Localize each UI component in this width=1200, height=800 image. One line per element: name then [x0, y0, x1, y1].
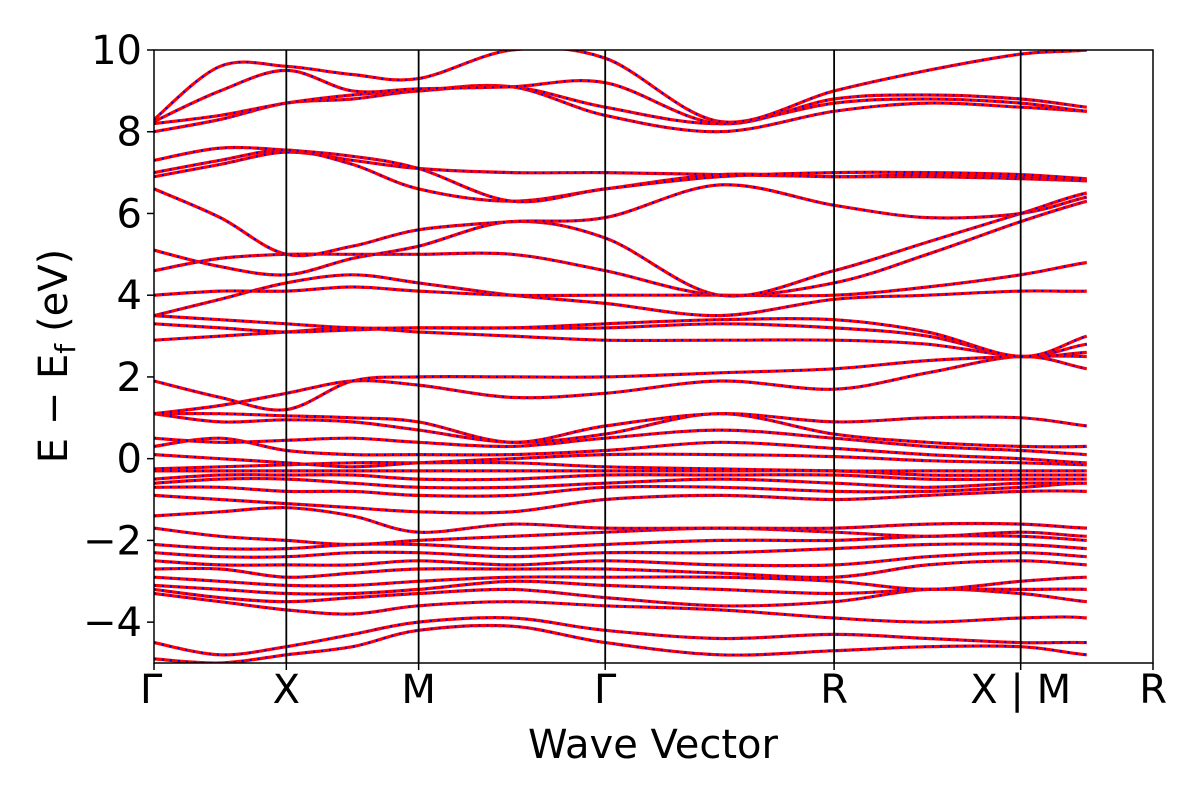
x-tick-label-6: R — [1139, 667, 1167, 713]
plot-frame — [153, 49, 1154, 664]
x-axis-label: Wave Vector — [528, 722, 779, 768]
x-tick-label-0: Γ — [140, 667, 163, 713]
x-tick-label-5: X | M — [970, 667, 1071, 713]
y-axis-label: E − Ef (eV) — [31, 249, 82, 464]
band-line-dotted-38 — [154, 69, 1087, 125]
band-line-dotted-31 — [154, 191, 1088, 298]
y-tick-label-6: 8 — [117, 110, 142, 156]
y-tick-label-1: −2 — [83, 518, 142, 564]
band-line-dotted-36 — [154, 84, 1087, 133]
y-tick-label-2: 0 — [117, 437, 142, 483]
y-tick-label-3: 2 — [117, 355, 142, 401]
y-axis-label-sub: f — [49, 343, 82, 354]
band-line-dotted-0 — [154, 624, 1087, 663]
x-axis: Γ X M Γ R X | M R — [140, 663, 1167, 713]
band-line-dotted-23 — [154, 355, 1088, 415]
band-line-dotted-21 — [154, 412, 1087, 449]
y-axis-label-unit: (eV) — [31, 249, 77, 332]
high-symmetry-lines — [285, 50, 1022, 663]
y-tick-label-4: 4 — [117, 273, 142, 319]
x-tick-label-3: Γ — [594, 667, 617, 713]
y-axis-label-main: E − E — [31, 354, 77, 464]
x-tick-label-1: X — [273, 667, 300, 713]
x-tick-label-4: R — [820, 667, 848, 713]
x-tick-label-2: M — [401, 667, 436, 713]
y-tick-label-5: 6 — [117, 191, 142, 237]
y-tick-label-7: 10 — [91, 28, 142, 74]
y-axis: −4 −2 0 2 4 6 8 10 — [83, 28, 154, 646]
y-tick-label-0: −4 — [83, 600, 142, 646]
